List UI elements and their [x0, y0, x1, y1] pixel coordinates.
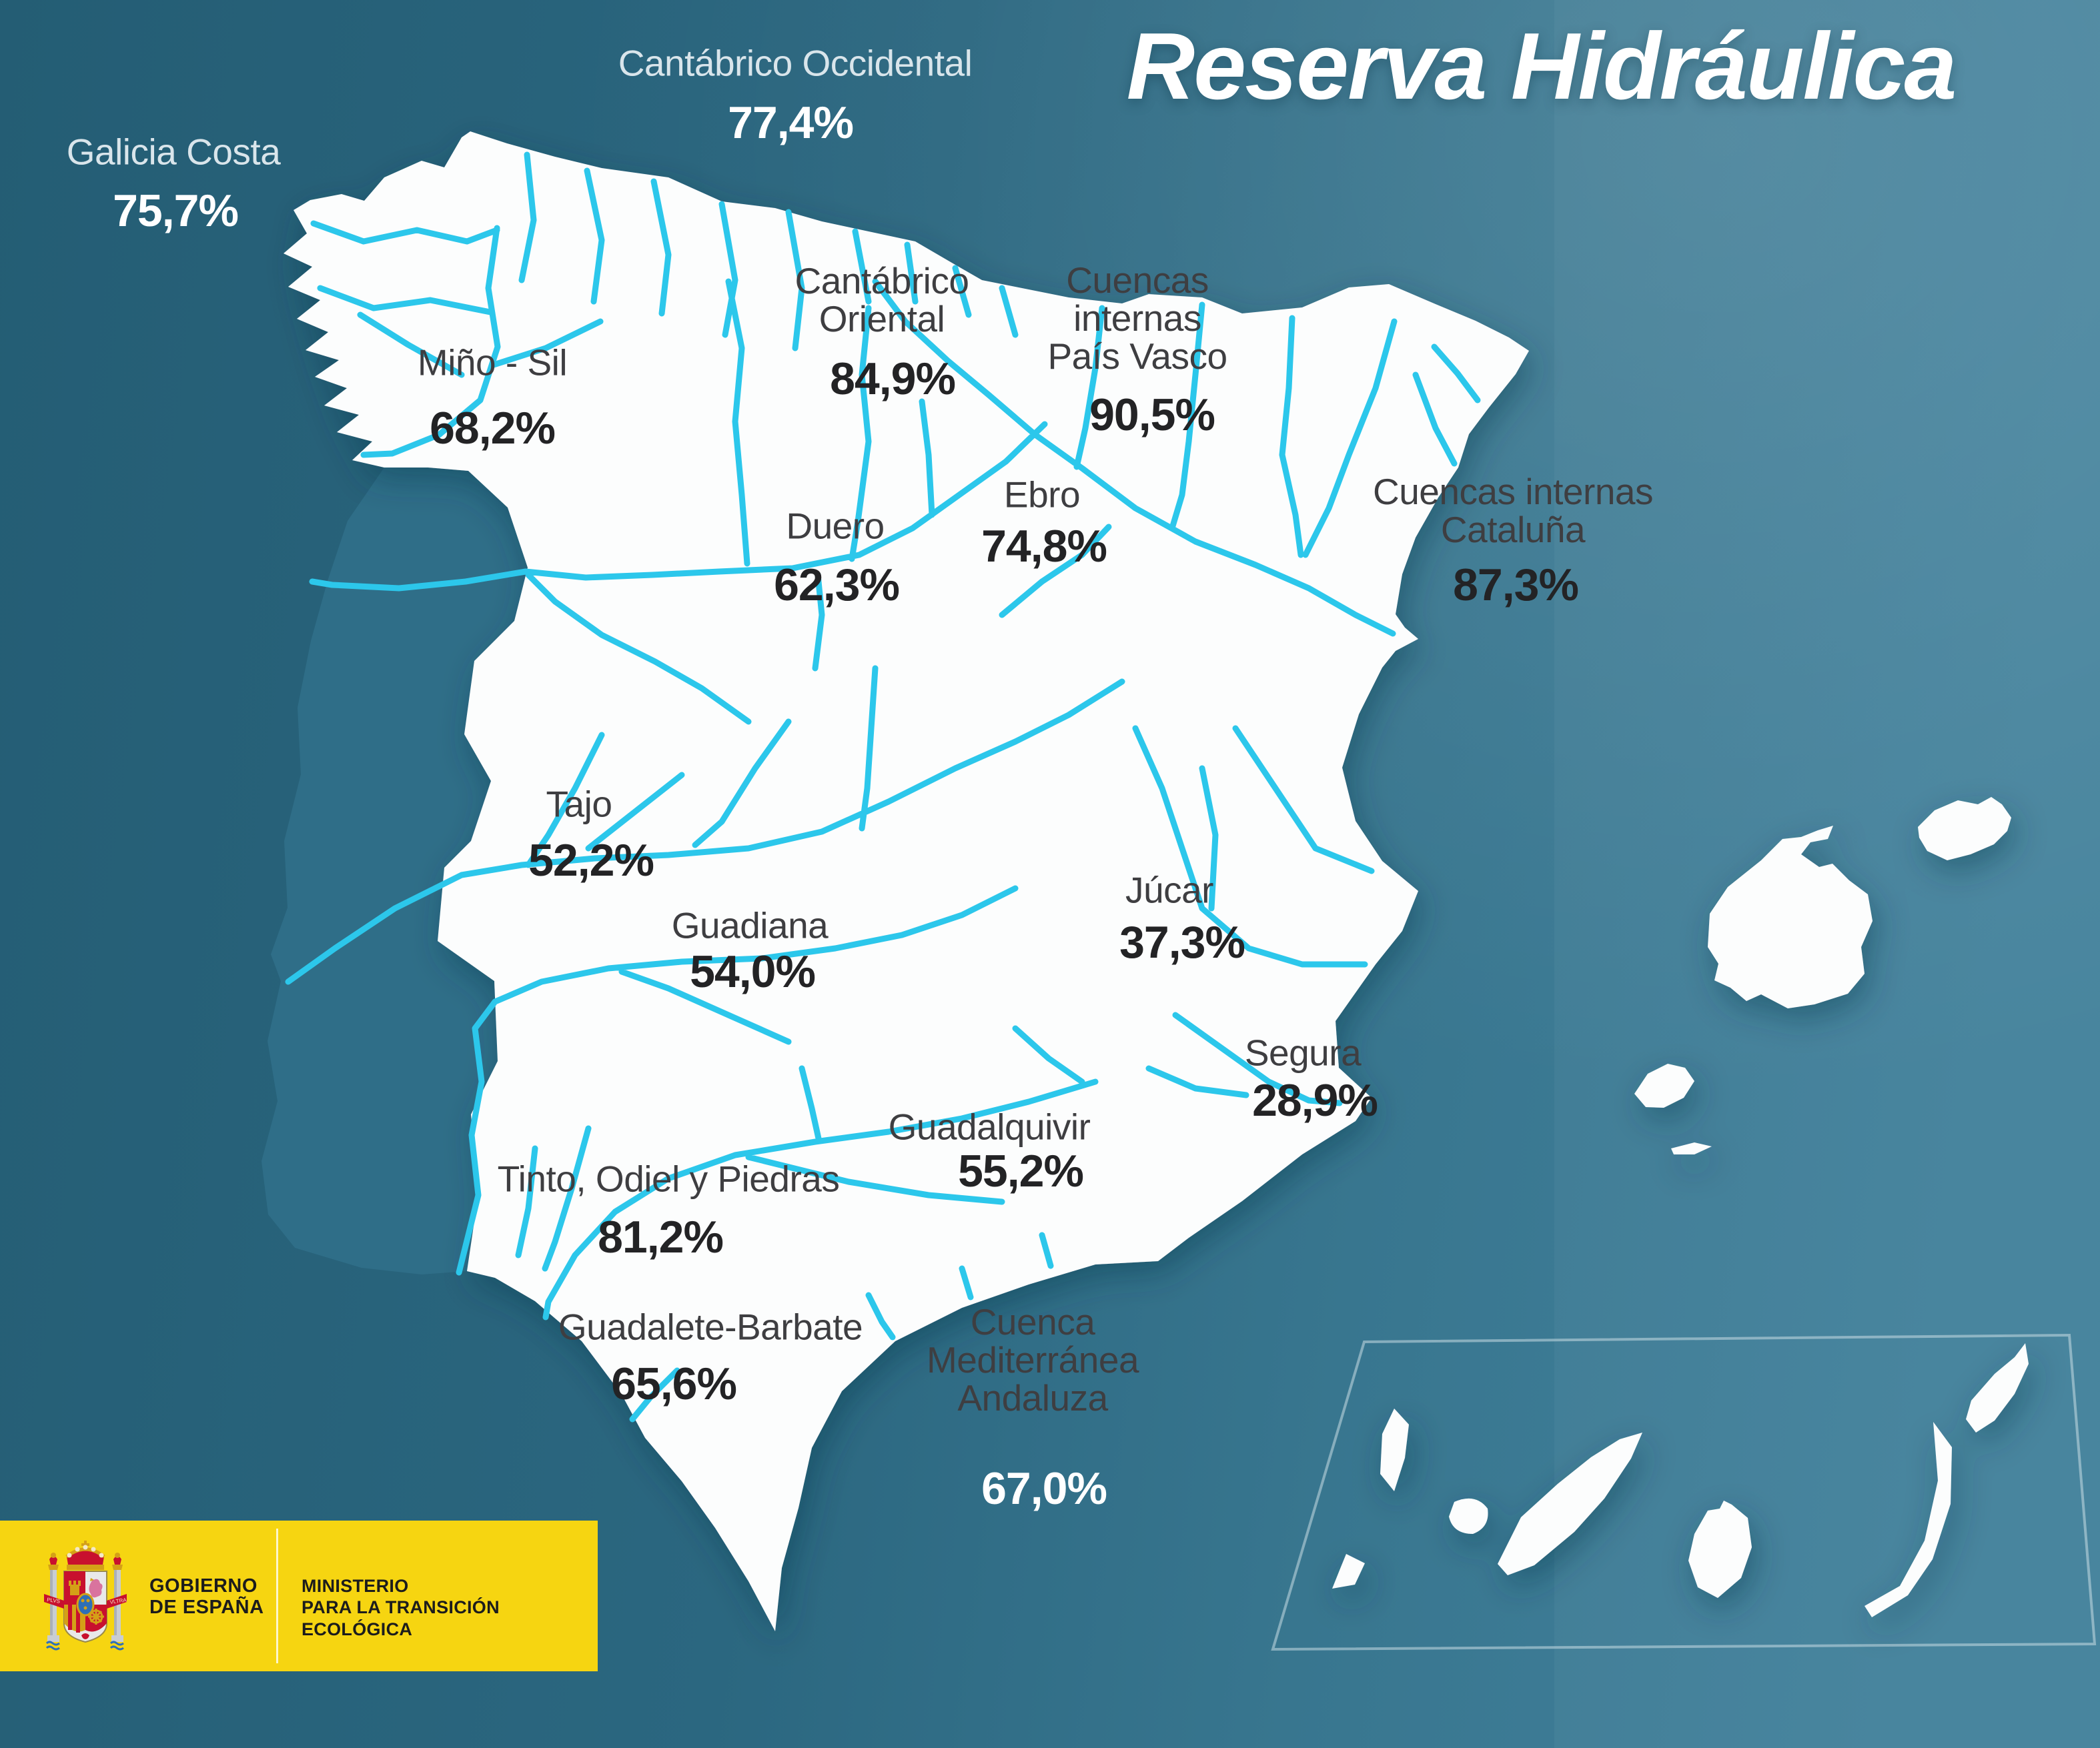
- basin-value-cuenca-mediterranea-andaluza: 67,0%: [981, 1463, 1107, 1514]
- formentera-island: [1671, 1142, 1712, 1154]
- basin-value-cantabrico-oriental: 84,9%: [830, 353, 956, 404]
- motto-vltra: VLTRA: [109, 1597, 127, 1605]
- basin-label-mino-sil: Miño - Sil: [417, 341, 568, 383]
- tenerife-island: [1498, 1433, 1642, 1575]
- mallorca-island: [1708, 826, 1873, 1008]
- portugal-shape: [261, 468, 528, 1274]
- royal-crown: [65, 1541, 105, 1570]
- banner-divider: [276, 1529, 278, 1663]
- motto-plvs: PLVS: [47, 1597, 61, 1605]
- navarre-chains: [88, 1609, 104, 1625]
- basin-label-cuencas-internas-cataluna: Cuencas internas Cataluña: [1372, 470, 1654, 550]
- gobierno-de-espana-label: GOBIERNO DE ESPAÑA: [149, 1575, 264, 1619]
- basin-label-tinto-odiel-piedras: Tinto, Odiel y Piedras: [497, 1158, 840, 1200]
- basin-value-duero: 62,3%: [774, 560, 900, 610]
- basin-value-cantabrico-occidental: 77,4%: [728, 97, 854, 148]
- basin-value-tinto-odiel-piedras: 81,2%: [598, 1212, 724, 1262]
- page-title: Reserva Hidráulica: [1126, 13, 1957, 119]
- basin-label-duero: Duero: [786, 505, 885, 547]
- basin-label-galicia-costa: Galicia Costa: [66, 131, 281, 173]
- basin-label-guadalquivir: Guadalquivir: [888, 1106, 1091, 1148]
- basin-label-cuencas-internas-pais-vasco: Cuencas internas País Vasco: [1047, 259, 1227, 377]
- basin-value-segura: 28,9%: [1252, 1075, 1378, 1126]
- el-hierro-island: [1332, 1554, 1365, 1589]
- la-palma-island: [1380, 1409, 1409, 1491]
- basin-value-mino-sil: 68,2%: [430, 403, 556, 454]
- spain-coat-of-arms: PLVS VLTRA: [44, 1541, 127, 1651]
- government-banner: PLVS VLTRA GOBIERNO DE ESPAÑA MINISTERIO…: [0, 1521, 598, 1671]
- bourbon-fleurs: [81, 1599, 90, 1610]
- spain-shape: [284, 131, 1529, 1631]
- balearic-islands: [1634, 797, 2011, 1154]
- fuerteventura-island: [1865, 1422, 1952, 1617]
- ibiza-island: [1634, 1064, 1694, 1108]
- gran-canaria-island: [1688, 1501, 1752, 1598]
- basin-value-guadalquivir: 55,2%: [958, 1146, 1084, 1196]
- basin-label-ebro: Ebro: [1003, 474, 1081, 516]
- basin-value-cuencas-internas-pais-vasco: 90,5%: [1089, 389, 1215, 440]
- basin-value-ebro: 74,8%: [981, 521, 1107, 572]
- basin-label-cuenca-mediterranea-andaluza: Cuenca Mediterránea Andaluza: [926, 1301, 1139, 1419]
- canary-inset: [1271, 1333, 2097, 1651]
- leon-lion: [89, 1578, 103, 1598]
- basin-label-tajo: Tajo: [546, 783, 612, 825]
- basin-value-cuencas-internas-cataluna: 87,3%: [1453, 560, 1579, 610]
- basin-label-cantabrico-oriental: Cantábrico Oriental: [795, 259, 969, 339]
- basin-value-guadalete-barbate: 65,6%: [611, 1359, 737, 1409]
- basin-label-jucar: Júcar: [1125, 869, 1214, 911]
- basin-label-segura: Segura: [1244, 1032, 1362, 1074]
- basin-value-guadiana: 54,0%: [690, 946, 816, 997]
- lanzarote-island: [1966, 1343, 2029, 1433]
- canary-inset-box: [1271, 1333, 2097, 1651]
- basin-label-guadalete-barbate: Guadalete-Barbate: [558, 1306, 863, 1348]
- castile-castle: [69, 1581, 81, 1595]
- menorca-island: [1918, 797, 2011, 860]
- basin-value-galicia-costa: 75,7%: [113, 185, 239, 236]
- basin-label-cantabrico-occidental: Cantábrico Occidental: [618, 42, 973, 84]
- shield: [63, 1571, 107, 1643]
- ministerio-label: MINISTERIO PARA LA TRANSICIÓN ECOLÓGICA: [302, 1576, 500, 1639]
- la-gomera-island: [1449, 1498, 1488, 1534]
- granada-pomegranate: [81, 1633, 89, 1639]
- aragon-stripes: [68, 1605, 80, 1633]
- plus-ultra-ribbon: PLVS VLTRA: [44, 1594, 127, 1609]
- basin-value-tajo: 52,2%: [528, 835, 654, 886]
- basin-label-guadiana: Guadiana: [671, 904, 829, 946]
- basin-value-jucar: 37,3%: [1119, 917, 1245, 968]
- rivers-path: [285, 151, 1481, 1423]
